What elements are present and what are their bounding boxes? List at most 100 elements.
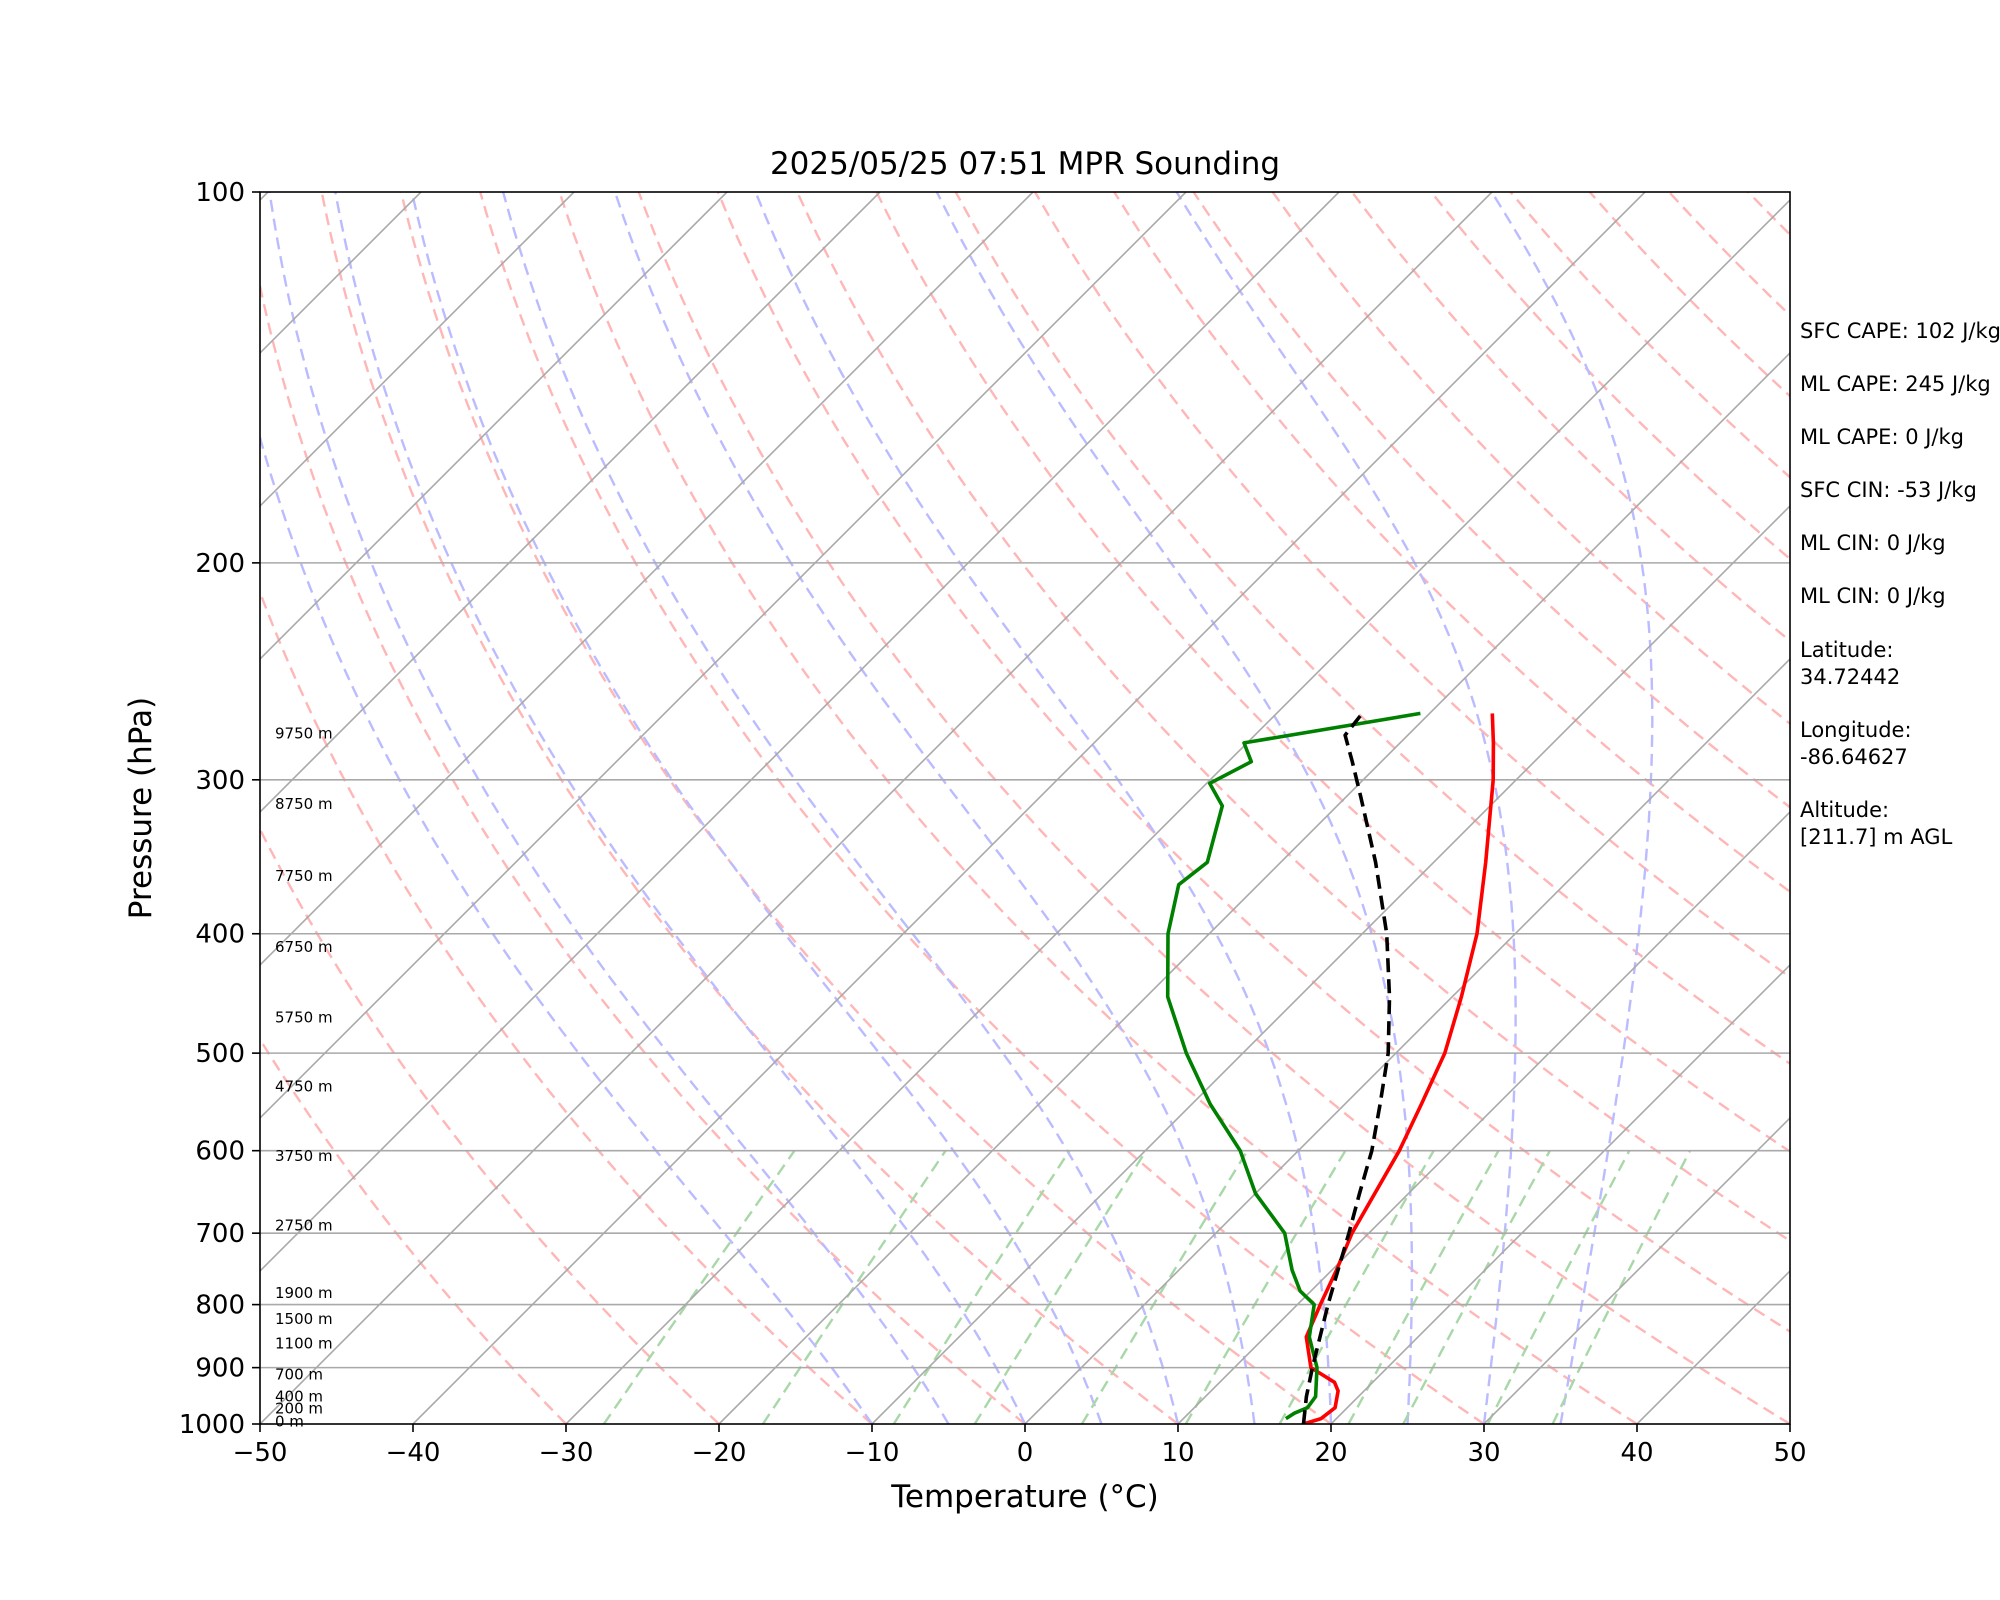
chart-title: 2025/05/25 07:51 MPR Sounding bbox=[770, 146, 1280, 182]
x-tick-label: 10 bbox=[1161, 1438, 1194, 1468]
longitude-value: -86.64627 bbox=[1800, 745, 1908, 769]
dry-adiabat bbox=[716, 192, 1790, 1333]
isotherm bbox=[718, 351, 1790, 1424]
mixing-ratio-line bbox=[1080, 1150, 1249, 1424]
x-axis: −50 −40 −30 −20 −10 0 10 20 30 40 50 bbox=[233, 1424, 1807, 1468]
x-tick-label: −50 bbox=[233, 1438, 288, 1468]
dewpoint-line bbox=[1165, 711, 1421, 1421]
background-lines bbox=[260, 192, 1790, 1424]
height-labels: 9750 m 8750 m 7750 m 6750 m 5750 m 4750 m 3750… bbox=[275, 724, 333, 1430]
x-tick-label: −30 bbox=[539, 1438, 594, 1468]
height-label: 200 m bbox=[275, 1399, 323, 1417]
dry-adiabat bbox=[260, 280, 1026, 1424]
dry-adiabat bbox=[260, 1037, 567, 1424]
x-tick-label: 50 bbox=[1773, 1438, 1806, 1468]
moist-adiabat bbox=[935, 192, 1414, 1424]
isotherm bbox=[1330, 963, 1790, 1424]
dry-adiabat bbox=[875, 192, 1790, 1154]
mixing-ratio-line bbox=[892, 1150, 1071, 1424]
isotherm bbox=[260, 192, 728, 661]
dry-adiabat bbox=[320, 192, 1179, 1424]
x-axis-label: Temperature (°C) bbox=[890, 1479, 1159, 1515]
altitude-label: Altitude: bbox=[1800, 798, 1889, 822]
isotherm bbox=[1024, 657, 1790, 1424]
moist-adiabat bbox=[268, 192, 950, 1424]
ml-cape-text: ML CAPE: 245 J/kg bbox=[1800, 372, 1991, 396]
dry-adiabat bbox=[399, 192, 1332, 1424]
mixing-ratio-line bbox=[973, 1150, 1148, 1424]
moist-adiabat bbox=[1490, 192, 1654, 1424]
height-label: 7750 m bbox=[275, 867, 333, 885]
y-tick-label: 300 bbox=[195, 766, 245, 796]
y-tick-label: 500 bbox=[195, 1039, 245, 1069]
dry-adiabat bbox=[1033, 192, 1790, 979]
isotherm bbox=[260, 192, 1340, 1273]
dry-adiabat bbox=[796, 192, 1790, 1243]
isotherm bbox=[260, 192, 1034, 967]
altitude-value: [211.7] m AGL bbox=[1800, 825, 1953, 849]
profile-lines bbox=[1165, 711, 1496, 1424]
x-tick-label: −20 bbox=[692, 1438, 747, 1468]
y-tick-label: 100 bbox=[195, 178, 245, 208]
height-label: 8750 m bbox=[275, 795, 333, 813]
dry-adiabat bbox=[1430, 192, 1790, 561]
isotherm bbox=[1177, 810, 1790, 1424]
ml-cin-text-2: ML CIN: 0 J/kg bbox=[1800, 584, 1946, 608]
ml-cin-text: ML CIN: 0 J/kg bbox=[1800, 531, 1946, 555]
longitude-label: Longitude: bbox=[1800, 718, 1912, 742]
dry-adiabat bbox=[479, 192, 1485, 1424]
height-label: 1100 m bbox=[275, 1334, 333, 1352]
y-tick-label: 1000 bbox=[179, 1410, 245, 1440]
height-label: 4750 m bbox=[275, 1077, 333, 1095]
height-label: 9750 m bbox=[275, 724, 333, 742]
moist-adiabat bbox=[754, 192, 1333, 1424]
height-label: 1500 m bbox=[275, 1310, 333, 1328]
isotherm bbox=[260, 192, 1187, 1120]
y-tick-label: 900 bbox=[195, 1354, 245, 1384]
y-axis-label: Pressure (hPa) bbox=[123, 697, 159, 919]
isotherm bbox=[871, 504, 1790, 1424]
height-label: 700 m bbox=[275, 1366, 323, 1384]
temperature-line bbox=[1302, 713, 1496, 1424]
height-label: 5750 m bbox=[275, 1009, 333, 1027]
isotherm bbox=[412, 192, 1646, 1424]
y-axis: 100 200 300 400 500 600 700 800 900 1000 bbox=[179, 178, 260, 1440]
mixing-ratio-line bbox=[1347, 1150, 1500, 1424]
mixing-ratio-line bbox=[1486, 1150, 1631, 1424]
ml-cape-text-2: ML CAPE: 0 J/kg bbox=[1800, 425, 1964, 449]
x-tick-label: −10 bbox=[845, 1438, 900, 1468]
dry-adiabat bbox=[558, 192, 1638, 1424]
height-label: 3750 m bbox=[275, 1147, 333, 1165]
x-tick-label: 0 bbox=[1017, 1438, 1034, 1468]
moist-adiabat bbox=[613, 192, 1256, 1424]
y-tick-label: 400 bbox=[195, 920, 245, 950]
latitude-value: 34.72442 bbox=[1800, 665, 1900, 689]
moist-adiabat bbox=[410, 192, 1103, 1424]
dry-adiabat bbox=[1509, 192, 1790, 479]
mixing-ratio-line bbox=[1402, 1150, 1551, 1424]
dry-adiabat bbox=[954, 192, 1790, 1066]
isotherm bbox=[565, 198, 1790, 1424]
isotherm bbox=[260, 192, 1493, 1424]
sfc-cin-text: SFC CIN: -53 J/kg bbox=[1800, 478, 1977, 502]
height-label: 400 m bbox=[275, 1388, 323, 1406]
x-tick-label: 30 bbox=[1467, 1438, 1500, 1468]
isotherm bbox=[1483, 1116, 1790, 1424]
height-label: 0 m bbox=[275, 1412, 304, 1430]
latitude-label: Latitude: bbox=[1800, 638, 1894, 662]
isotherm bbox=[260, 192, 881, 814]
moist-adiabat bbox=[1175, 192, 1517, 1424]
height-label: 6750 m bbox=[275, 938, 333, 956]
sfc-cape-text: SFC CAPE: 102 J/kg bbox=[1800, 319, 2000, 343]
dry-adiabat bbox=[637, 192, 1790, 1424]
isotherm bbox=[260, 192, 575, 508]
info-panel: SFC CAPE: 102 J/kg ML CAPE: 245 J/kg ML … bbox=[1800, 319, 2000, 849]
dry-adiabat bbox=[1113, 192, 1790, 894]
mixing-ratio-line bbox=[1184, 1150, 1347, 1424]
y-tick-label: 600 bbox=[195, 1137, 245, 1167]
moist-adiabat bbox=[334, 192, 1027, 1424]
y-tick-label: 700 bbox=[195, 1219, 245, 1249]
mixing-ratio-line bbox=[602, 1150, 796, 1424]
